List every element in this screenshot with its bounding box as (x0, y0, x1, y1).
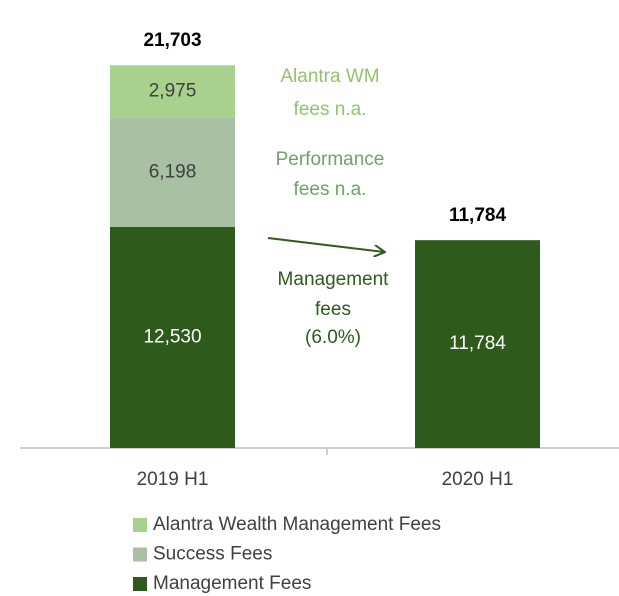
arrow (267, 237, 384, 252)
annotation: fees n.a. (294, 179, 367, 200)
annotation: (6.0%) (305, 327, 361, 348)
annotation: fees n.a. (294, 99, 367, 120)
annotation: Management (278, 269, 390, 290)
x-tick-label: 2019 H1 (137, 469, 209, 490)
legend-label: Success Fees (153, 544, 272, 565)
legend-swatch (133, 577, 147, 591)
legend-label: Alantra Wealth Management Fees (153, 514, 441, 535)
data-label: 6,198 (149, 161, 197, 182)
legend-swatch (133, 547, 147, 562)
data-label: 12,530 (143, 327, 201, 348)
data-label: 11,784 (449, 333, 506, 354)
x-tick-label: 2020 H1 (442, 469, 514, 490)
bar-segment (110, 227, 235, 448)
bar-segment (110, 65, 235, 118)
annotation: Performance (276, 149, 385, 170)
legend-swatch (133, 518, 147, 532)
total-label: 11,784 (449, 205, 506, 226)
total-label: 21,703 (143, 30, 201, 51)
annotation: Alantra WM (280, 66, 379, 87)
data-label: 2,975 (149, 80, 197, 101)
legend-label: Management Fees (153, 573, 311, 594)
bar-segment (110, 117, 235, 228)
annotation: fees (315, 299, 351, 320)
bar-segment (415, 240, 540, 448)
